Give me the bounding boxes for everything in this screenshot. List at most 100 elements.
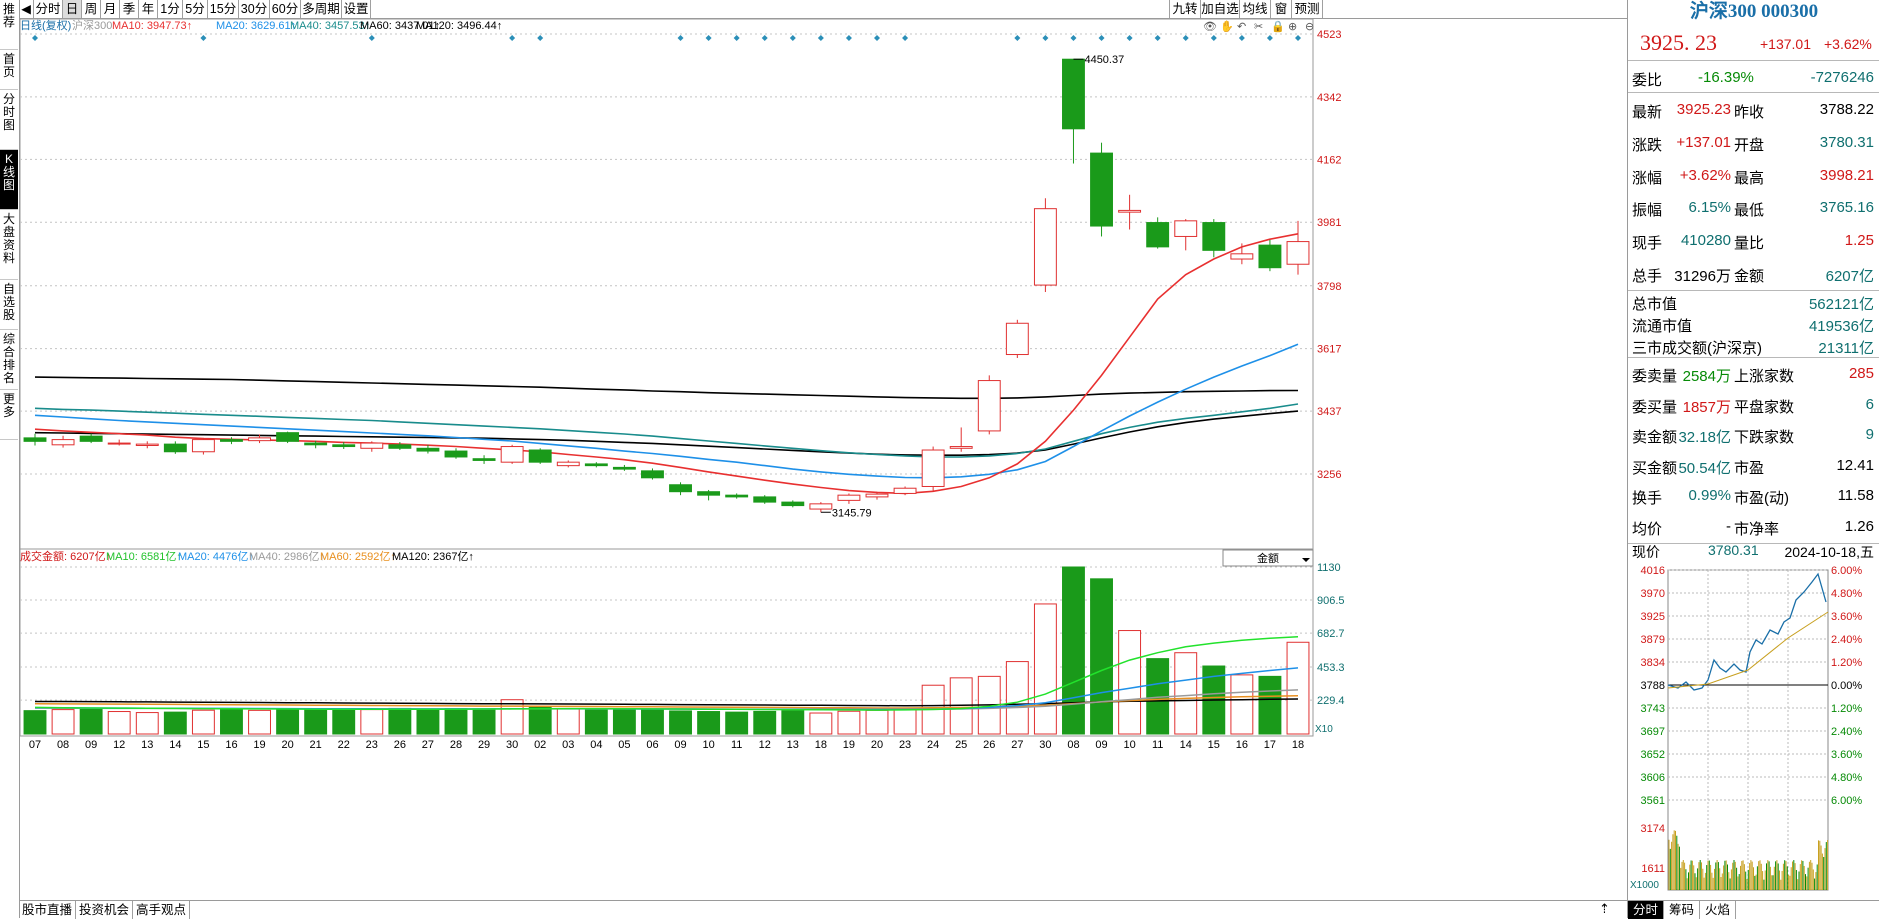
chart-tool-icon[interactable]: ✂ xyxy=(1254,21,1263,33)
period-tab-8[interactable]: 15分 xyxy=(208,0,239,18)
volume-bar[interactable] xyxy=(697,711,721,735)
chart-tool-icon[interactable]: ⊕ xyxy=(1288,21,1297,33)
candle[interactable] xyxy=(51,435,75,448)
volume-bar[interactable] xyxy=(248,709,271,735)
candle[interactable] xyxy=(1202,219,1226,258)
period-tab-2[interactable]: 周 xyxy=(82,0,101,18)
volume-bar[interactable] xyxy=(1005,661,1029,735)
volume-bar[interactable] xyxy=(444,708,468,735)
volume-bar[interactable] xyxy=(753,710,777,735)
period-tab-10[interactable]: 60分 xyxy=(270,0,301,18)
candle[interactable] xyxy=(1118,194,1142,230)
volume-bar[interactable] xyxy=(641,708,664,735)
left-tab-0[interactable]: 推荐 xyxy=(0,0,18,50)
volume-bar[interactable] xyxy=(51,709,75,735)
period-tab-3[interactable]: 月 xyxy=(101,0,120,18)
candle[interactable] xyxy=(809,502,833,513)
candle[interactable] xyxy=(1033,198,1057,293)
volume-bar[interactable] xyxy=(23,710,47,735)
candle[interactable] xyxy=(79,433,103,444)
chart-tool-icon[interactable]: ⊖ xyxy=(1305,21,1314,33)
period-tab-11[interactable]: 多周期 xyxy=(301,0,342,18)
volume-bar[interactable] xyxy=(332,708,356,735)
volume-bar[interactable] xyxy=(669,710,692,735)
bottom-tab-2[interactable]: 高手观点 xyxy=(133,901,190,919)
candle[interactable] xyxy=(837,493,861,504)
period-tab-1[interactable]: 日 xyxy=(63,0,82,18)
volume-bar[interactable] xyxy=(1062,566,1085,735)
kline-chart-area[interactable]: 3256 3437 3617 3798 3981 4162 4342 4523 日线(复权) 沪深… xyxy=(19,18,1627,899)
volume-bar[interactable] xyxy=(584,709,608,735)
volume-bar[interactable] xyxy=(1286,641,1310,735)
volume-bar[interactable] xyxy=(107,711,131,735)
candle[interactable] xyxy=(304,440,328,449)
candle[interactable] xyxy=(135,441,159,449)
volume-bar[interactable] xyxy=(360,709,384,735)
volume-bar[interactable] xyxy=(388,707,412,735)
bottom-tab-1[interactable]: 投资机会 xyxy=(76,901,133,919)
volume-bar[interactable] xyxy=(1033,603,1057,735)
candle[interactable] xyxy=(612,464,636,471)
chart-tool-icon[interactable]: 👁 xyxy=(1203,21,1217,33)
tool-button-1[interactable]: 加自选 xyxy=(1200,0,1240,18)
candle[interactable] xyxy=(669,482,692,496)
volume-bar[interactable] xyxy=(79,708,103,735)
period-tab-6[interactable]: 1分 xyxy=(158,0,183,18)
candle[interactable] xyxy=(107,439,131,446)
volume-bar[interactable] xyxy=(893,708,917,735)
volume-bar[interactable] xyxy=(220,709,243,735)
volume-bar[interactable] xyxy=(135,712,159,735)
up-arrow-icon[interactable]: ⇡ xyxy=(1599,901,1610,916)
volume-bar[interactable] xyxy=(163,711,187,735)
volume-bar[interactable] xyxy=(1230,674,1254,735)
candle[interactable] xyxy=(444,448,468,459)
candle[interactable] xyxy=(781,500,805,508)
left-tab-2[interactable]: 分时图 xyxy=(0,90,18,150)
chart-tool-icon[interactable]: 🔒 xyxy=(1271,20,1285,33)
candle[interactable] xyxy=(500,444,524,464)
candle[interactable] xyxy=(1174,219,1198,251)
candle[interactable] xyxy=(584,462,608,468)
candle[interactable] xyxy=(1146,217,1170,249)
volume-bar[interactable] xyxy=(612,709,636,735)
candle[interactable] xyxy=(191,437,215,455)
candle[interactable] xyxy=(1005,319,1029,358)
period-tab-12[interactable]: 设置 xyxy=(342,0,371,18)
candle[interactable] xyxy=(921,446,945,492)
candle[interactable] xyxy=(472,455,496,464)
mini-chart-tab-2[interactable]: 火焰 xyxy=(1700,901,1736,919)
volume-bar[interactable] xyxy=(1118,630,1142,735)
volume-bar[interactable] xyxy=(865,709,889,735)
candle[interactable] xyxy=(893,486,917,496)
volume-bar[interactable] xyxy=(528,706,552,735)
candle[interactable] xyxy=(1062,58,1085,164)
candle[interactable] xyxy=(388,442,412,451)
volume-bar[interactable] xyxy=(416,708,440,735)
candle[interactable] xyxy=(220,437,243,445)
mini-chart-tab-1[interactable]: 筹码 xyxy=(1664,901,1700,919)
candle[interactable] xyxy=(641,468,664,480)
candle[interactable] xyxy=(977,375,1001,435)
candle[interactable] xyxy=(556,460,580,468)
bottom-tab-0[interactable]: 股市直播 xyxy=(19,901,76,919)
candle[interactable] xyxy=(416,444,440,454)
tool-button-4[interactable]: 预测 xyxy=(1291,0,1323,18)
period-tab-4[interactable]: 季 xyxy=(120,0,139,18)
period-tab-5[interactable]: 年 xyxy=(139,0,158,18)
volume-bar[interactable] xyxy=(276,709,300,735)
volume-bar[interactable] xyxy=(809,712,833,735)
volume-bar[interactable] xyxy=(472,708,496,735)
left-tab-7[interactable]: 更多 xyxy=(0,390,18,440)
candle[interactable] xyxy=(276,431,300,444)
period-tab-7[interactable]: 5分 xyxy=(183,0,208,18)
left-tab-1[interactable]: 首页 xyxy=(0,50,18,90)
left-tab-4[interactable]: 大盘资料 xyxy=(0,210,18,280)
volume-bar[interactable] xyxy=(1258,675,1282,735)
candle[interactable] xyxy=(1286,220,1310,275)
volume-bar[interactable] xyxy=(304,708,328,735)
chart-tool-icon[interactable]: ↶ xyxy=(1237,21,1246,33)
volume-bar[interactable] xyxy=(500,699,524,735)
candle[interactable] xyxy=(248,434,271,444)
left-tab-3[interactable]: K线图 xyxy=(0,150,18,210)
prev-arrow-icon[interactable]: ◀ xyxy=(19,0,34,18)
